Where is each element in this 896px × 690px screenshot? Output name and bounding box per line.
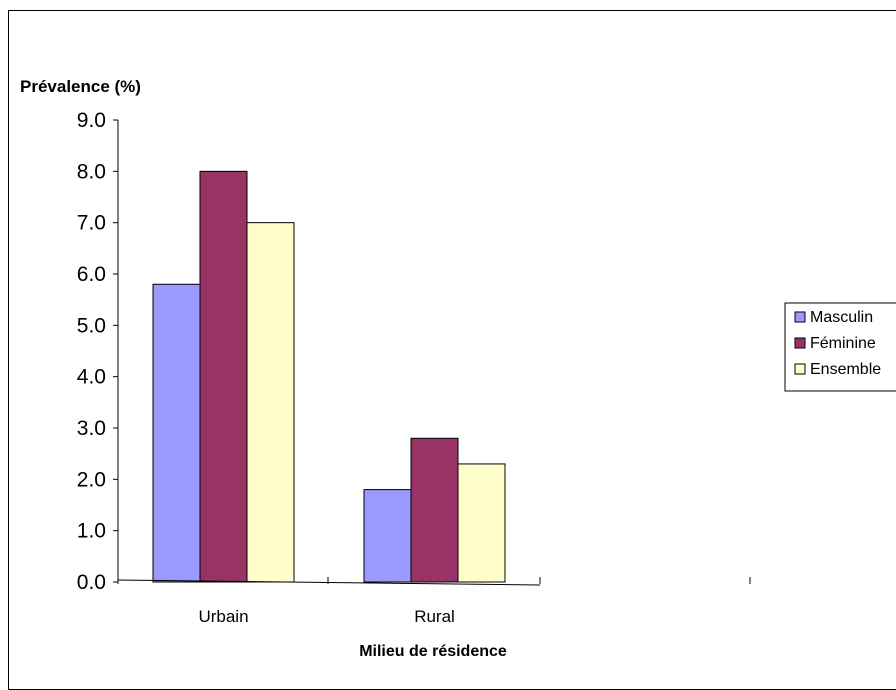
legend-label: Ensemble (810, 361, 881, 378)
bar-féminine-urbain (199, 170, 248, 583)
bar-ensemble-rural (457, 463, 506, 583)
legend-label: Féminine (810, 335, 876, 352)
x-category-label: Rural (414, 607, 455, 626)
bar-féminine-rural (410, 437, 459, 583)
y-tick-label: 7.0 (77, 212, 106, 235)
y-tick-label: 5.0 (77, 314, 106, 337)
bar-masculin-rural (363, 489, 412, 583)
y-axis: 0.0 1.0 2.0 3.0 4.0 5.0 6.0 7.0 8.0 9.0 (77, 109, 119, 594)
x-axis-title: Milieu de résidence (359, 643, 507, 660)
y-tick-label: 8.0 (77, 160, 106, 183)
y-axis-title: Prévalence (%) (20, 77, 141, 96)
y-tick-label: 2.0 (77, 468, 106, 491)
y-tick-label: 9.0 (77, 109, 106, 132)
bars (152, 170, 506, 583)
y-tick-label: 6.0 (77, 263, 106, 286)
y-tick-label: 4.0 (77, 366, 106, 389)
legend-swatch-masculin (794, 311, 806, 323)
legend-swatch-ensemble (794, 363, 806, 375)
x-category-label: Urbain (198, 607, 248, 626)
legend-swatch-féminine (794, 337, 806, 349)
legend: Masculin Féminine Ensemble (784, 302, 896, 392)
y-tick-label: 0.0 (77, 571, 106, 594)
y-tick-label: 1.0 (77, 520, 106, 543)
legend-label: Masculin (810, 309, 873, 326)
x-axis: Urbain Rural (117, 577, 751, 626)
x-axis-line (117, 579, 541, 586)
y-tick-label: 3.0 (77, 417, 106, 440)
bar-ensemble-urbain (246, 222, 295, 583)
bar-masculin-urbain (152, 283, 201, 583)
